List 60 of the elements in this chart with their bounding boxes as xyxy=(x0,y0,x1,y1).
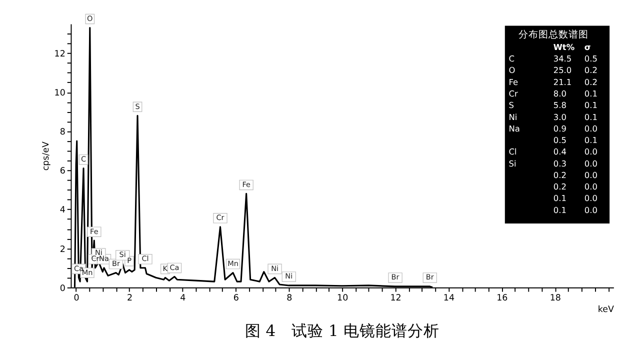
text: O xyxy=(508,65,516,76)
data-label: 0.3 xyxy=(553,158,566,168)
data-label: 0.9 xyxy=(553,123,566,134)
y-tick-label: 2 xyxy=(60,244,66,255)
text: 图 4 试验 1 电镜能谱分析 xyxy=(244,322,440,340)
data-label: 0.5 xyxy=(584,54,598,64)
data-label: 0.0 xyxy=(584,204,598,215)
y-tick-label: 8 xyxy=(60,128,66,138)
data-label: 5.8 xyxy=(553,100,566,110)
category-label: σ xyxy=(584,42,591,52)
x-tick-label: 18 xyxy=(550,293,561,304)
data-label: 0.1 xyxy=(584,100,598,110)
x-tick-label: 8 xyxy=(286,293,292,304)
data-label: 0.2 xyxy=(553,182,566,192)
x-tick-label: 6 xyxy=(233,293,239,304)
data-label: 0.1 xyxy=(584,112,598,122)
text: Si xyxy=(508,158,516,168)
y-tick-label: 6 xyxy=(60,166,66,177)
text: Cr xyxy=(508,88,519,99)
x-tick-label: 4 xyxy=(180,293,186,304)
data-label: 0.1 xyxy=(584,135,598,146)
data-label: 0.0 xyxy=(584,146,598,157)
x-axis-title: keV xyxy=(598,305,614,316)
data-label: 0.0 xyxy=(584,170,598,180)
data-label: 25.0 xyxy=(553,65,572,76)
text: Cl xyxy=(508,146,517,157)
data-label: 0.4 xyxy=(553,146,566,157)
x-tick-label: 16 xyxy=(496,293,508,304)
data-label: 0.5 xyxy=(553,135,566,146)
x-tick-label: 12 xyxy=(390,293,402,304)
data-label: 0.0 xyxy=(584,193,598,204)
data-label: 0.1 xyxy=(553,193,566,204)
data-label: 0.0 xyxy=(584,182,598,192)
data-label: 21.1 xyxy=(553,76,572,87)
data-label: 0.0 xyxy=(584,123,598,134)
y-tick-label: 12 xyxy=(54,50,66,60)
data-label: 0.1 xyxy=(553,204,566,215)
data-label: 3.0 xyxy=(553,112,566,122)
x-tick-label: 10 xyxy=(337,293,348,304)
text: S xyxy=(508,100,514,110)
y-axis-title: cps/eV xyxy=(42,142,52,171)
legend-title: 分布图总数谱图 xyxy=(518,28,588,40)
text: Na xyxy=(508,123,520,134)
text: Ni xyxy=(508,112,518,122)
data-label: 0.2 xyxy=(553,170,566,180)
x-tick-label: 14 xyxy=(443,293,455,304)
data-label: 0.1 xyxy=(584,88,598,99)
data-label: 8.0 xyxy=(553,88,566,99)
series-label: C xyxy=(508,54,515,64)
y-tick-label: 0 xyxy=(60,284,66,294)
data-label: 0.2 xyxy=(584,76,598,87)
data-label: 34.5 xyxy=(553,54,572,64)
x-tick-label: 0 xyxy=(74,293,80,304)
y-tick-label: 4 xyxy=(60,206,66,216)
category-label: Wt% xyxy=(553,42,575,52)
x-tick-label: 2 xyxy=(126,293,133,304)
y-tick-label: 10 xyxy=(54,88,66,99)
text: Fe xyxy=(508,76,518,87)
data-label: 0.0 xyxy=(584,158,598,168)
data-label: 0.2 xyxy=(584,65,598,76)
